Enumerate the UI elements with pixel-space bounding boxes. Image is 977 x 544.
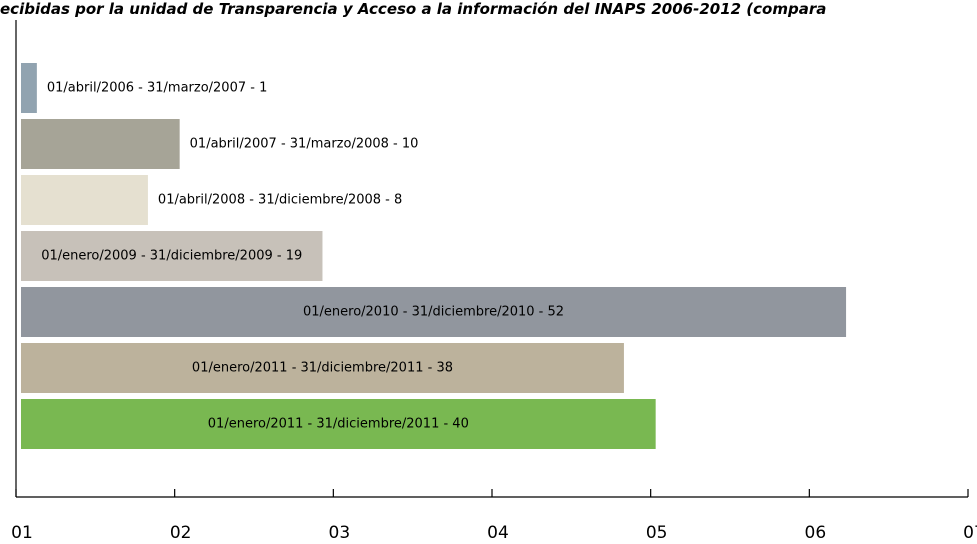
bar-label: 01/abril/2006 - 31/marzo/2007 - 1 <box>47 81 268 96</box>
bar-label: 01/abril/2008 - 31/diciembre/2008 - 8 <box>158 193 402 208</box>
bar-label: 01/abril/2007 - 31/marzo/2008 - 10 <box>190 137 419 152</box>
x-tick-label: 06 <box>805 523 827 543</box>
x-tick-label: 05 <box>646 523 668 543</box>
x-tick-label: 02 <box>170 523 192 543</box>
x-tick-label: 07 <box>963 523 977 543</box>
bar <box>21 175 148 225</box>
bar <box>21 399 656 449</box>
bar-label: 01/enero/2009 - 31/diciembre/2009 - 19 <box>41 249 302 264</box>
x-tick-label: 01 <box>11 523 33 543</box>
bar-label: 01/enero/2011 - 31/diciembre/2011 - 38 <box>192 361 453 376</box>
bar <box>21 231 323 281</box>
bar-label: 01/enero/2011 - 31/diciembre/2011 - 40 <box>208 417 469 432</box>
bar <box>21 343 624 393</box>
x-tick-label: 04 <box>487 523 509 543</box>
chart-title: ecibidas por la unidad de Transparencia … <box>0 0 826 18</box>
bar <box>21 63 37 113</box>
x-tick-label: 03 <box>329 523 351 543</box>
bar-label: 01/enero/2010 - 31/diciembre/2010 - 52 <box>303 305 564 320</box>
bar <box>21 119 180 169</box>
bar <box>21 287 847 337</box>
